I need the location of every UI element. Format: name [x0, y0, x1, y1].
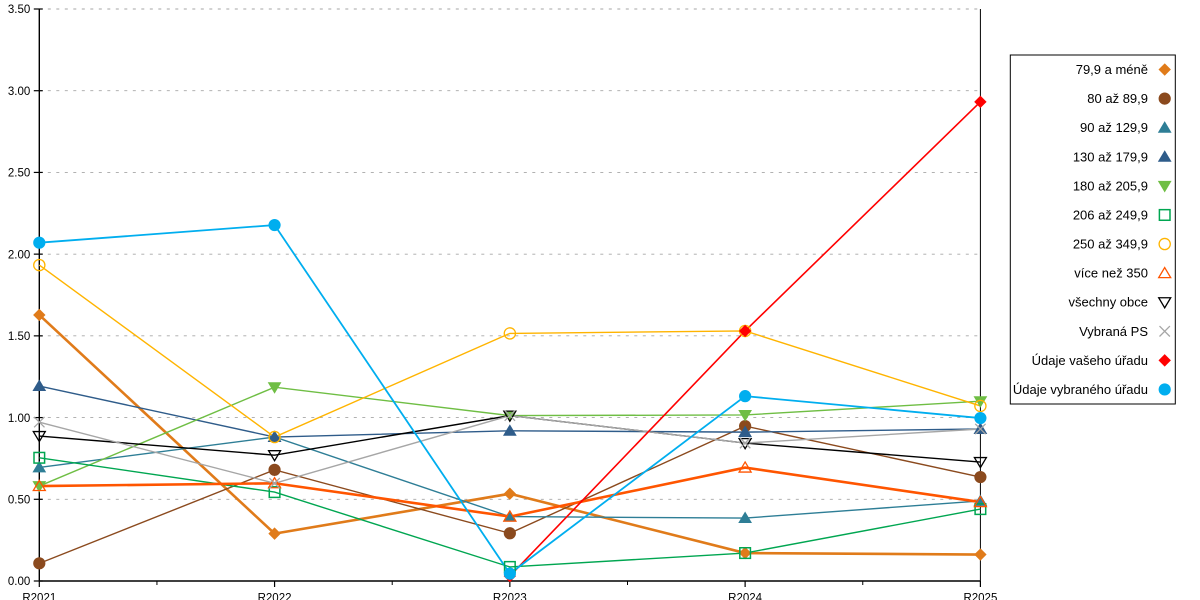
svg-text:180 až 205,9: 180 až 205,9	[1073, 178, 1148, 193]
svg-text:Údaje vašeho úřadu: Údaje vašeho úřadu	[1032, 353, 1148, 368]
svg-text:130 až 179,9: 130 až 179,9	[1073, 149, 1148, 164]
svg-text:206 až 249,9: 206 až 249,9	[1073, 207, 1148, 222]
svg-text:všechny obce: všechny obce	[1069, 295, 1149, 310]
svg-text:80 až 89,9: 80 až 89,9	[1087, 91, 1148, 106]
svg-text:79,9 a méně: 79,9 a méně	[1076, 62, 1148, 77]
svg-text:250 až 349,9: 250 až 349,9	[1073, 237, 1148, 252]
svg-text:90 až 129,9: 90 až 129,9	[1080, 120, 1148, 135]
svg-text:Vybraná PS: Vybraná PS	[1079, 324, 1148, 339]
svg-text:Údaje vybraného úřadu: Údaje vybraného úřadu	[1013, 382, 1148, 397]
svg-text:více než 350: více než 350	[1074, 266, 1148, 281]
